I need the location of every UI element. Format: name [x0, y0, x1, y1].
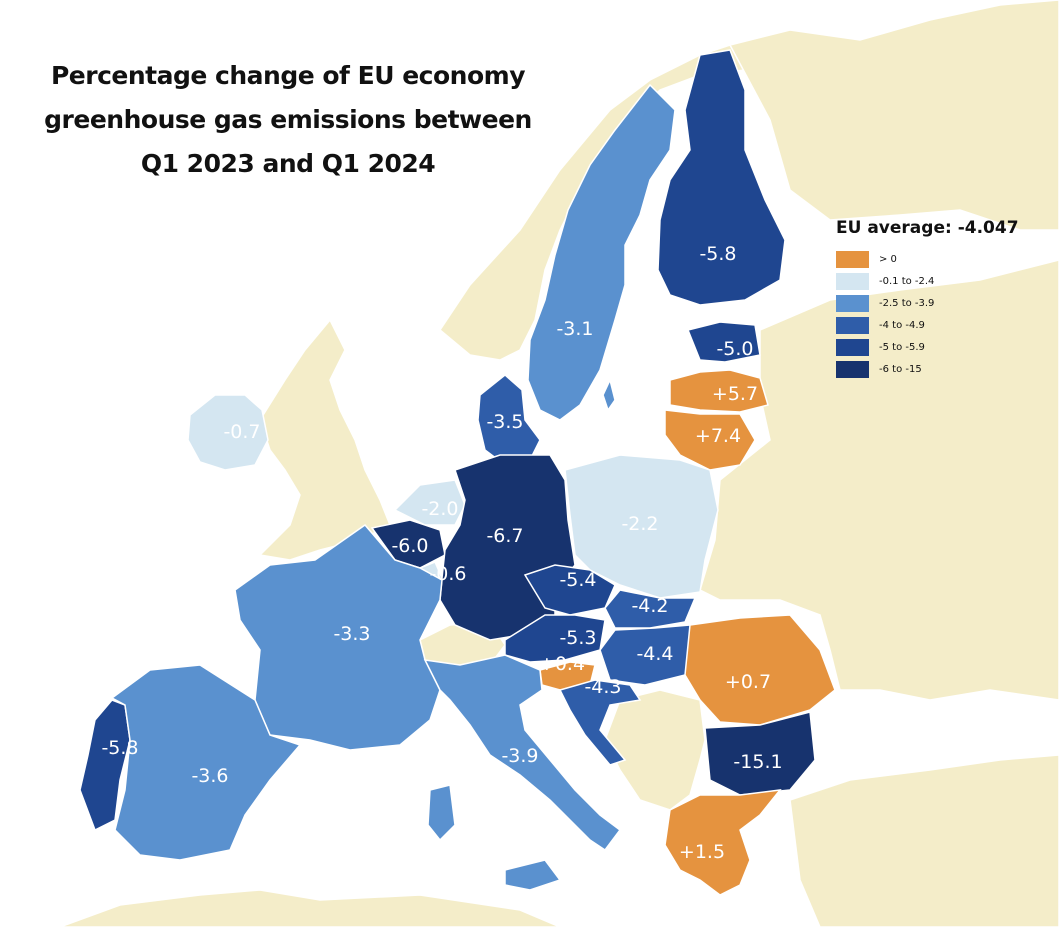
label-estonia: -5.0	[716, 338, 753, 360]
finland-shape	[657, 49, 786, 306]
label-austria: -5.3	[559, 627, 596, 649]
label-latvia: +5.7	[712, 383, 758, 405]
legend-swatch	[836, 250, 869, 268]
value-labels: -0.7 -3.1 -5.8 -5.0 +5.7 +7.4 -3.5 -2.0 …	[101, 243, 782, 863]
title-line-2: greenhouse gas emissions between	[44, 105, 532, 134]
label-france: -3.3	[333, 623, 370, 645]
label-lithuania: +7.4	[695, 425, 741, 447]
label-portugal: -5.8	[101, 737, 138, 759]
lithuania-shape	[664, 409, 756, 471]
legend-item: -6 to -15	[836, 358, 1046, 380]
legend-swatch	[836, 316, 869, 334]
germany-shape	[439, 454, 576, 641]
eu-countries	[79, 49, 836, 896]
label-netherlands: -2.0	[421, 498, 458, 520]
legend-swatch	[836, 294, 869, 312]
ireland-shape	[187, 394, 269, 471]
italy-shape	[423, 654, 622, 852]
poland-shape	[564, 454, 719, 599]
legend-item: -2.5 to -3.9	[836, 292, 1046, 314]
slovakia-shape	[604, 589, 697, 629]
estonia-shape	[686, 321, 761, 363]
legend-label: -4 to -4.9	[879, 319, 925, 331]
legend-item: -5 to -5.9	[836, 336, 1046, 358]
legend-label: -5 to -5.9	[879, 341, 925, 353]
label-croatia: -4.3	[584, 676, 621, 698]
label-belgium: -6.0	[391, 535, 428, 557]
bulgaria-shape	[704, 711, 816, 796]
title-line-1: Percentage change of EU economy	[50, 61, 526, 90]
greece-shape	[664, 789, 782, 896]
label-poland: -2.2	[621, 513, 658, 535]
label-sweden: -3.1	[556, 318, 593, 340]
label-slovenia: +0.4	[539, 653, 585, 675]
label-hungary: -4.4	[636, 643, 673, 665]
russia-north-shape	[728, 0, 1059, 231]
legend-item: -4 to -4.9	[836, 314, 1046, 336]
label-finland: -5.8	[699, 243, 736, 265]
latvia-shape	[669, 369, 769, 413]
legend-swatch	[836, 272, 869, 290]
label-ireland: -0.7	[223, 421, 260, 443]
title-line-3: Q1 2023 and Q1 2024	[140, 149, 436, 178]
label-slovakia: -4.2	[631, 595, 668, 617]
legend-label: -6 to -15	[879, 363, 922, 375]
legend-item: > 0	[836, 248, 1046, 270]
turkey-shape	[789, 754, 1059, 927]
label-germany: -6.7	[486, 525, 523, 547]
north-africa-shape	[59, 889, 561, 927]
croatia-shape	[558, 679, 642, 766]
eastern-europe-shape	[699, 259, 1059, 701]
sicily-shape	[504, 859, 562, 891]
legend-label: -0.1 to -2.4	[879, 275, 935, 287]
legend-label: > 0	[879, 253, 897, 265]
label-luxembourg: -0.6	[429, 563, 466, 585]
label-denmark: -3.5	[486, 411, 523, 433]
label-spain: -3.6	[191, 765, 228, 787]
legend-title: EU average: -4.047	[836, 218, 1019, 238]
sweden-shape	[527, 83, 676, 421]
norway-shape	[439, 44, 747, 361]
label-czechia: -5.4	[559, 569, 596, 591]
legend-swatch	[836, 360, 869, 378]
portugal-shape	[79, 699, 131, 832]
label-italy: -3.9	[501, 745, 538, 767]
legend-swatch	[836, 338, 869, 356]
legend-label: -2.5 to -3.9	[879, 297, 935, 309]
label-bulgaria: -15.1	[733, 751, 782, 773]
label-romania: +0.7	[725, 671, 771, 693]
romania-shape	[684, 614, 836, 726]
legend-item: -0.1 to -2.4	[836, 270, 1046, 292]
label-greece: +1.5	[679, 841, 725, 863]
legend: EU average: -4.047 > 0 -0.1 to -2.4 -2.5…	[836, 218, 1046, 380]
sardinia-shape	[427, 784, 456, 842]
map-title: Percentage change of EU economy greenhou…	[18, 54, 558, 186]
czechia-shape	[523, 564, 616, 616]
gotland-shape	[602, 377, 616, 412]
denmark-shape	[477, 374, 541, 466]
non-eu-land	[59, 0, 1059, 927]
uk-shape	[258, 318, 391, 561]
spain-shape	[110, 664, 302, 861]
